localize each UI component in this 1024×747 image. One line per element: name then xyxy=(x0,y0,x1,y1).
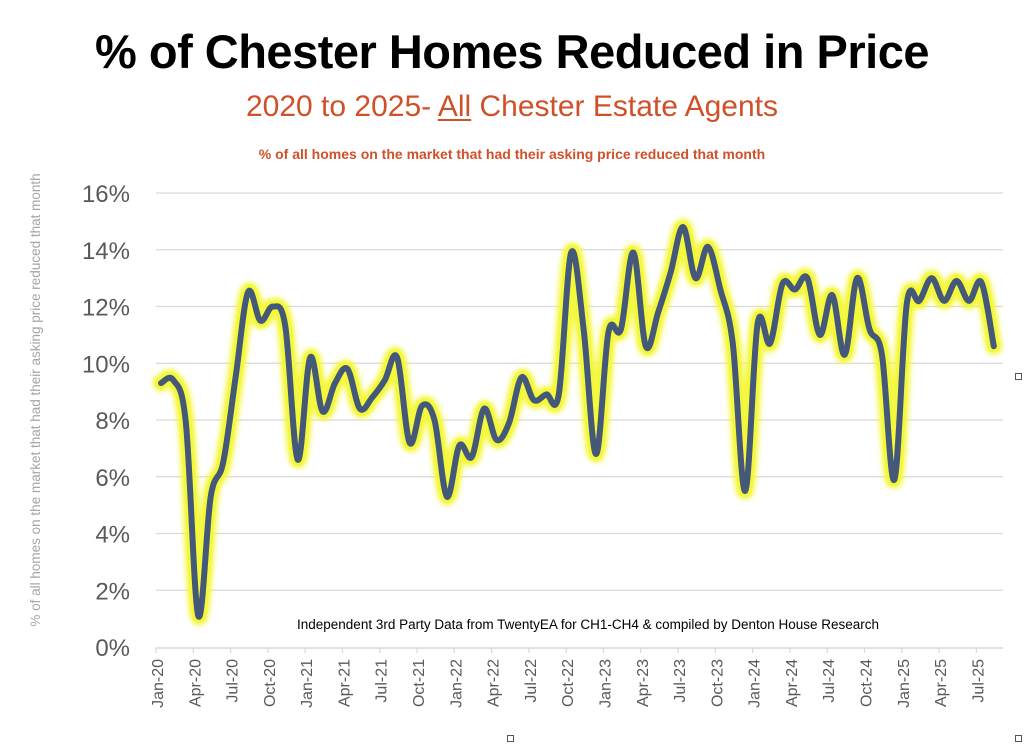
y-tick-label: 2% xyxy=(95,578,130,605)
resize-handle-corner[interactable] xyxy=(1015,735,1022,742)
x-tick-label: Oct-20 xyxy=(262,659,279,707)
y-axis-ticks: 0% 2% 4% 6% 8% 10% 12% 14% 16% xyxy=(82,181,130,662)
x-tick-label: Oct-23 xyxy=(709,659,726,707)
y-tick-label: 16% xyxy=(82,181,130,208)
chart-title: % of Chester Homes Reduced in Price xyxy=(95,25,929,78)
x-tick-label: Jan-24 xyxy=(747,659,764,708)
resize-handle-right[interactable] xyxy=(1015,373,1022,380)
chart-description: % of all homes on the market that had th… xyxy=(258,146,766,162)
x-tick-label: Jul-22 xyxy=(523,659,540,703)
x-tick-label: Apr-25 xyxy=(933,659,950,707)
x-tick-label: Jul-23 xyxy=(672,659,689,703)
y-tick-label: 12% xyxy=(82,295,130,322)
y-axis-label: % of all homes on the market that had th… xyxy=(28,173,43,626)
x-tick-label: Oct-24 xyxy=(859,659,876,707)
y-tick-label: 8% xyxy=(95,408,130,435)
x-tick-label: Jan-20 xyxy=(150,659,167,708)
x-tick-label: Apr-24 xyxy=(784,659,801,707)
x-axis: Jan-20 Apr-20 Jul-20 Oct-20 Jan-21 Apr-21 Jul-… xyxy=(150,647,1003,708)
y-tick-label: 0% xyxy=(95,635,130,662)
series-line xyxy=(158,224,997,620)
x-tick-label: Apr-22 xyxy=(486,659,503,707)
x-tick-label: Jan-21 xyxy=(299,659,316,708)
x-tick-label: Oct-22 xyxy=(560,659,577,707)
chart-subtitle: 2020 to 2025- All Chester Estate Agents xyxy=(0,90,1024,124)
x-tick-label: Apr-23 xyxy=(635,659,652,707)
x-tick-label: Jan-23 xyxy=(597,659,614,708)
x-tick-label: Jan-22 xyxy=(448,659,465,708)
subtitle-prefix: 2020 to 2025- xyxy=(245,90,438,123)
x-tick-label: Jul-25 xyxy=(970,659,987,703)
x-tick-label: Oct-21 xyxy=(411,659,428,707)
subtitle-suffix: Chester Estate Agents xyxy=(471,90,779,123)
x-tick-label: Jul-21 xyxy=(374,659,391,703)
x-tick-label: Jul-24 xyxy=(821,659,838,703)
x-tick-label: Apr-21 xyxy=(336,659,353,707)
series-group xyxy=(152,218,1003,626)
y-tick-label: 4% xyxy=(95,522,130,549)
resize-handle-bottom[interactable] xyxy=(507,735,514,742)
x-tick-label: Apr-20 xyxy=(187,659,204,707)
subtitle-emphasis: All xyxy=(437,90,472,123)
y-tick-label: 14% xyxy=(82,238,130,265)
x-tick-label: Jul-20 xyxy=(225,659,242,703)
y-tick-label: 10% xyxy=(82,351,130,378)
x-tick-label: Jan-25 xyxy=(896,659,913,708)
source-annotation: Independent 3rd Party Data from TwentyEA… xyxy=(297,617,879,632)
y-tick-label: 6% xyxy=(95,465,130,492)
